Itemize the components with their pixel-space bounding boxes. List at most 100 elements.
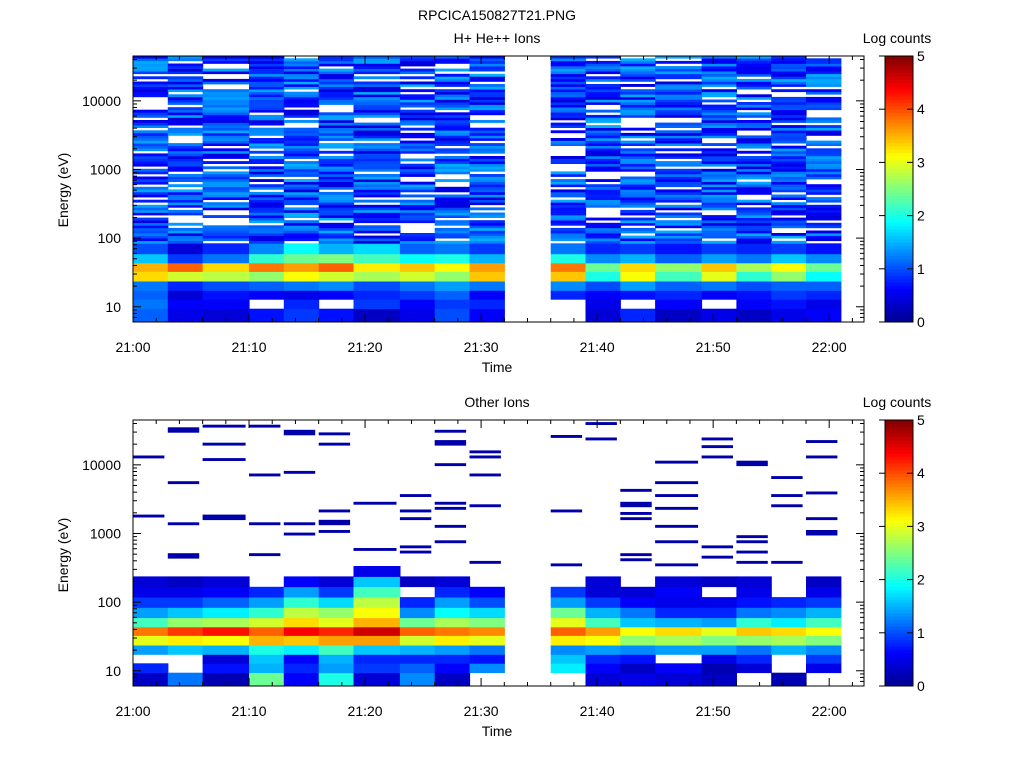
spectral-line [620,91,656,95]
spectral-line [167,522,200,526]
heatmap-cell [167,576,204,588]
colorbar-segment [885,506,913,511]
spectral-line [249,78,285,82]
spectral-line [353,114,401,118]
spectral-line [806,532,838,536]
heatmap-cell [550,626,587,636]
spectral-line [806,225,842,229]
spectral-line [399,207,436,211]
heatmap-cell [167,271,204,282]
spectral-line [469,68,505,72]
spectral-line [167,148,204,152]
colorbar-segment [885,566,913,571]
spectral-line [283,220,320,224]
spectral-line [469,212,505,216]
heatmap-cell [620,672,656,687]
spectral-line [318,158,355,162]
colorbar-segment [885,275,913,280]
colorbar-tick-label: 4 [917,465,925,481]
spectral-line [771,212,807,216]
spectral-line [701,135,737,139]
spectral-line [655,109,703,113]
heatmap-cell [701,654,737,664]
spectral-line [771,163,807,167]
spectral-line [469,225,505,229]
spectral-line [399,233,436,236]
spectral-line [353,60,401,64]
heatmap-cell [202,243,250,255]
spectral-line [701,179,737,182]
colorbar-segment [885,446,913,451]
spectral-line [133,94,169,98]
spectral-line [806,125,842,128]
spectral-line [318,199,355,203]
spectral-line [399,109,436,113]
spectral-line [701,156,737,159]
heatmap-cell [550,635,587,646]
heatmap-cell [550,597,587,608]
spectral-line [318,145,355,149]
spectral-line [318,238,355,242]
spectral-line [133,217,169,221]
heatmap-cell [550,243,587,255]
spectral-line [550,217,587,221]
spectral-line [318,171,355,175]
colorbar-tick-label: 2 [917,572,925,588]
spectral-line [202,132,250,136]
spectral-line [469,191,505,195]
colorbar-segment [885,242,913,247]
colorbar-segment [885,543,913,547]
spectral-line [283,522,316,526]
heatmap-cell [701,672,737,687]
spectral-line [771,494,803,497]
spectral-line [806,222,842,226]
spectral-line [399,104,436,108]
heatmap-cell [469,243,505,255]
colorbar-tick-label: 2 [917,208,925,224]
spectral-line [202,227,250,231]
spectral-line [736,81,772,85]
spectral-line [353,107,401,111]
spectral-line [736,227,772,231]
heatmap-cell [353,626,401,636]
spectral-line [620,220,656,224]
spectral-line [550,158,587,162]
spectral-line [434,91,471,95]
spectral-line [655,225,703,229]
heatmap-cell [202,271,250,282]
heatmap-cell [133,281,169,291]
heatmap-cell [167,253,204,264]
spectral-line [701,217,737,221]
heatmap-cell [434,308,471,323]
heatmap-cell [434,654,471,664]
spectral-line [736,463,768,467]
spectral-line [133,71,169,75]
spectral-line [771,81,807,85]
heatmap-cell [550,607,587,619]
spectral-line [701,148,737,152]
spectral-line [167,84,204,87]
spectral-line [353,145,401,149]
spectral-line [806,161,842,164]
spectral-line [399,545,432,549]
spectral-line [353,548,397,551]
heatmap-cell [249,607,285,619]
heatmap-cell [701,626,737,636]
heatmap-cell [655,617,703,628]
spectral-line [469,120,505,123]
spectral-line [353,207,401,211]
spectral-line [283,209,320,213]
heatmap-cell [585,290,621,300]
heatmap-cell [655,308,703,323]
spectral-line [202,207,250,211]
spectral-line [167,120,204,123]
colorbar-segment [885,669,913,674]
spectral-line [701,120,737,123]
spectral-line [283,120,320,123]
spectral-line [585,168,621,172]
heatmap-cell [620,607,656,619]
spectral-line [283,114,320,118]
spectral-line [283,63,320,67]
spectral-line [771,120,807,123]
colorbar-segment [885,503,913,507]
